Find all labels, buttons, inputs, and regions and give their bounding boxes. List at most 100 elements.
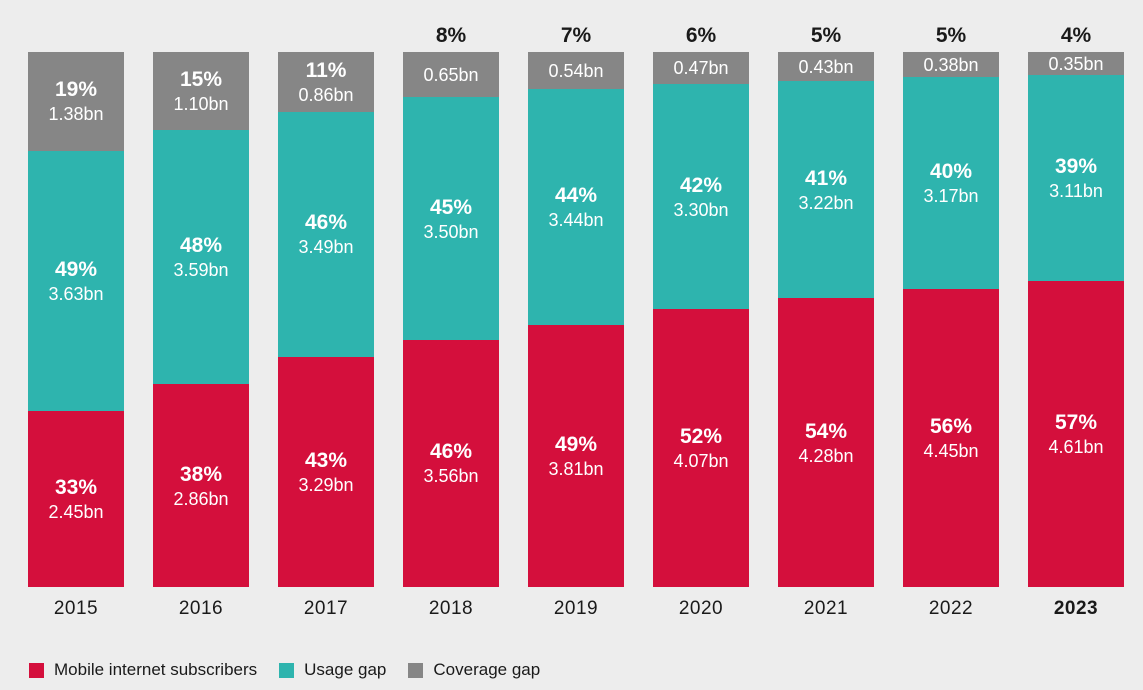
- legend-item-1: Usage gap: [279, 660, 386, 680]
- coverage-gap-percent-outside: 7%: [560, 24, 592, 47]
- coverage-gap-percent-outside: 8%: [435, 24, 467, 47]
- usage-gap-segment: 48% 3.59bn: [153, 129, 249, 385]
- coverage-gap-percent-outside: 5%: [935, 24, 967, 47]
- coverage-gap-segment: 0.38bn: [903, 52, 999, 78]
- usage-gap-segment-value-label: 3.44bn: [548, 210, 604, 231]
- legend-item-2: Coverage gap: [408, 660, 540, 680]
- bar-column-2023: 4% 0.35bn 39% 3.11bn 57% 4.61bn 2023: [1028, 24, 1124, 620]
- bar-column-2022: 5% 0.38bn 40% 3.17bn 56% 4.45bn 2022: [903, 24, 999, 620]
- stacked-bar: 0.38bn 40% 3.17bn 56% 4.45bn: [903, 52, 999, 587]
- coverage-gap-segment-percent-label: 11%: [305, 59, 347, 83]
- bar-column-2021: 5% 0.43bn 41% 3.22bn 54% 4.28bn 2021: [778, 24, 874, 620]
- stacked-bar: 0.43bn 41% 3.22bn 54% 4.28bn: [778, 52, 874, 587]
- subscribers-segment-percent-label: 49%: [554, 433, 598, 457]
- legend-swatch-icon: [408, 662, 424, 678]
- usage-gap-segment-percent-label: 48%: [179, 234, 223, 258]
- usage-gap-segment-value-label: 3.50bn: [423, 221, 479, 242]
- subscribers-segment-percent-label: 38%: [179, 462, 223, 486]
- x-axis-label-2021: 2021: [803, 598, 849, 619]
- subscribers-segment-percent-label: 33%: [54, 476, 98, 500]
- bar-column-2018: 8% 0.65bn 45% 3.50bn 46% 3.56bn 2018: [403, 24, 499, 620]
- subscribers-segment-value-label: 4.45bn: [923, 441, 979, 462]
- legend-label: Mobile internet subscribers: [54, 660, 258, 679]
- subscribers-segment-percent-label: 56%: [929, 415, 973, 439]
- coverage-gap-segment-value-label: 0.47bn: [673, 58, 729, 79]
- bar-column-2016: 15% 1.10bn 48% 3.59bn 38% 2.86bn 2016: [153, 52, 249, 620]
- x-axis-label-2019: 2019: [553, 598, 599, 619]
- subscribers-segment-value-label: 3.56bn: [423, 466, 479, 487]
- x-axis-label-2017: 2017: [303, 598, 349, 619]
- subscribers-segment: 56% 4.45bn: [903, 289, 999, 587]
- bar-column-2019: 7% 0.54bn 44% 3.44bn 49% 3.81bn 2019: [528, 24, 624, 620]
- subscribers-segment-percent-label: 52%: [679, 425, 723, 449]
- coverage-gap-segment: 0.35bn: [1028, 52, 1124, 76]
- coverage-gap-segment-percent-label: 19%: [54, 78, 98, 102]
- coverage-gap-segment-value-label: 1.10bn: [173, 93, 229, 114]
- usage-gap-segment: 44% 3.44bn: [528, 89, 624, 326]
- usage-gap-segment: 40% 3.17bn: [903, 77, 999, 290]
- usage-gap-segment-value-label: 3.63bn: [48, 284, 104, 305]
- legend-swatch-icon: [29, 662, 44, 678]
- usage-gap-segment-percent-label: 39%: [1054, 155, 1098, 179]
- coverage-gap-segment-value-label: 1.38bn: [48, 104, 104, 125]
- legend-label: Usage gap: [304, 660, 387, 679]
- subscribers-segment-percent-label: 57%: [1054, 411, 1098, 435]
- usage-gap-segment-value-label: 3.49bn: [298, 237, 354, 258]
- coverage-gap-percent-outside: 6%: [685, 24, 717, 47]
- x-axis-label-2020: 2020: [678, 598, 724, 619]
- stacked-bar: 19% 1.38bn 49% 3.63bn 33% 2.45bn: [28, 52, 124, 587]
- usage-gap-segment-value-label: 3.17bn: [923, 186, 979, 207]
- coverage-gap-segment-value-label: 0.65bn: [423, 64, 479, 85]
- usage-gap-segment-percent-label: 49%: [54, 258, 98, 282]
- usage-gap-segment: 46% 3.49bn: [278, 112, 374, 357]
- bar-column-2015: 19% 1.38bn 49% 3.63bn 33% 2.45bn 2015: [28, 52, 124, 620]
- coverage-gap-percent-outside: 4%: [1060, 24, 1092, 47]
- x-axis-label-2022: 2022: [928, 598, 974, 619]
- coverage-gap-segment: 0.65bn: [403, 52, 499, 98]
- x-axis-label-2015: 2015: [53, 598, 99, 619]
- legend-label: Coverage gap: [433, 660, 541, 679]
- usage-gap-segment-percent-label: 40%: [929, 160, 973, 184]
- usage-gap-segment-percent-label: 46%: [304, 211, 348, 235]
- x-axis-label-2023: 2023: [1053, 598, 1099, 619]
- usage-gap-segment: 45% 3.50bn: [403, 97, 499, 340]
- legend: Mobile internet subscribers Usage gap Cove…: [29, 660, 540, 680]
- stacked-bar-chart: 19% 1.38bn 49% 3.63bn 33% 2.45bn 2015 15% 1.10bn…: [28, 24, 1124, 620]
- coverage-gap-segment: 19% 1.38bn: [28, 52, 124, 151]
- subscribers-segment: 54% 4.28bn: [778, 298, 874, 587]
- subscribers-segment-value-label: 4.28bn: [798, 445, 854, 466]
- subscribers-segment-value-label: 3.29bn: [298, 474, 354, 495]
- usage-gap-segment-percent-label: 41%: [804, 166, 848, 190]
- usage-gap-segment-value-label: 3.22bn: [798, 192, 854, 213]
- subscribers-segment-value-label: 4.61bn: [1048, 437, 1104, 458]
- subscribers-segment-value-label: 2.86bn: [173, 488, 229, 509]
- usage-gap-segment-value-label: 3.11bn: [1049, 181, 1103, 202]
- coverage-gap-segment-percent-label: 15%: [179, 67, 223, 91]
- coverage-gap-segment-value-label: 0.43bn: [798, 56, 854, 77]
- usage-gap-segment: 39% 3.11bn: [1028, 75, 1124, 282]
- coverage-gap-segment: 15% 1.10bn: [153, 52, 249, 130]
- x-axis-label-2016: 2016: [178, 598, 224, 619]
- usage-gap-segment-percent-label: 44%: [554, 184, 598, 208]
- usage-gap-segment: 41% 3.22bn: [778, 81, 874, 299]
- subscribers-segment-value-label: 3.81bn: [548, 459, 604, 480]
- subscribers-segment: 49% 3.81bn: [528, 325, 624, 587]
- stacked-bar: 0.35bn 39% 3.11bn 57% 4.61bn: [1028, 52, 1124, 587]
- stacked-bar: 0.65bn 45% 3.50bn 46% 3.56bn: [403, 52, 499, 587]
- coverage-gap-segment: 0.43bn: [778, 52, 874, 81]
- usage-gap-segment-percent-label: 42%: [679, 173, 723, 197]
- subscribers-segment: 52% 4.07bn: [653, 309, 749, 587]
- subscribers-segment-percent-label: 43%: [304, 448, 348, 472]
- x-axis-label-2018: 2018: [428, 598, 474, 619]
- usage-gap-segment-value-label: 3.59bn: [173, 260, 229, 281]
- stacked-bar: 15% 1.10bn 48% 3.59bn 38% 2.86bn: [153, 52, 249, 587]
- coverage-gap-segment-value-label: 0.54bn: [548, 60, 604, 81]
- subscribers-segment: 33% 2.45bn: [28, 411, 124, 587]
- subscribers-segment-percent-label: 54%: [804, 419, 848, 443]
- legend-item-0: Mobile internet subscribers: [29, 660, 257, 680]
- usage-gap-segment: 49% 3.63bn: [28, 150, 124, 412]
- subscribers-segment-value-label: 2.45bn: [48, 502, 104, 523]
- stacked-bar: 0.54bn 44% 3.44bn 49% 3.81bn: [528, 52, 624, 587]
- subscribers-segment-value-label: 4.07bn: [673, 451, 729, 472]
